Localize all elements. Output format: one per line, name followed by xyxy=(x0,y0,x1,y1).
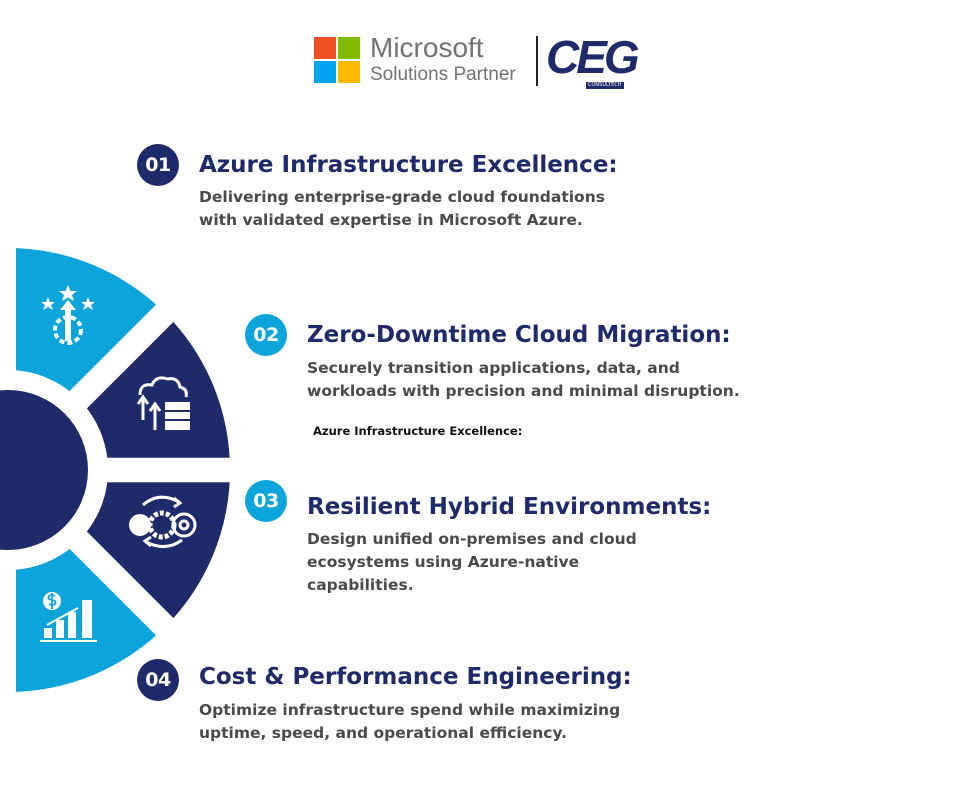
description-line: Securely transition applications, data, … xyxy=(307,359,680,377)
step-04-badge: 04 xyxy=(137,659,179,701)
step-02-title: Zero-Downtime Cloud Migration: xyxy=(307,322,731,348)
step-01-badge: 01 xyxy=(137,144,179,186)
description-line: ecosystems using Azure-native xyxy=(307,553,580,571)
step-04-title: Cost & Performance Engineering: xyxy=(199,664,632,690)
microsoft-squares-icon xyxy=(314,37,360,83)
step-01-description: Delivering enterprise-grade cloud founda… xyxy=(199,186,605,232)
ceg-tagline: CONSULTECH xyxy=(586,82,624,89)
wheel-segment-2 xyxy=(78,313,230,470)
description-line: workloads with precision and minimal dis… xyxy=(307,382,740,400)
description-line: Optimize infrastructure spend while maxi… xyxy=(199,701,621,719)
wheel-segment-1 xyxy=(8,248,165,400)
step-03-description: Design unified on-premises and cloud eco… xyxy=(307,528,637,597)
description-line: Delivering enterprise-grade cloud founda… xyxy=(199,188,605,206)
description-line: with validated expertise in Microsoft Az… xyxy=(199,211,583,229)
description-line: capabilities. xyxy=(307,576,414,594)
cost-growth-chart-icon xyxy=(40,592,97,642)
solutions-partner-text: Solutions Partner xyxy=(370,64,516,85)
description-line: uptime, speed, and operational efficienc… xyxy=(199,724,568,742)
wheel-segment-3 xyxy=(78,470,231,627)
logo-divider xyxy=(536,36,538,86)
description-line: Design unified on-premises and cloud xyxy=(307,530,637,548)
stars-gear-arrow-icon xyxy=(41,285,95,345)
step-04-description: Optimize infrastructure spend while maxi… xyxy=(199,699,620,745)
step-03-badge: 03 xyxy=(245,480,287,522)
step-01-title: Azure Infrastructure Excellence: xyxy=(199,152,618,178)
center-circle xyxy=(0,390,88,550)
segmented-wheel xyxy=(0,240,240,700)
microsoft-partner-logo: Microsoft Solutions Partner xyxy=(314,32,534,87)
cloud-server-migration-icon xyxy=(136,376,190,430)
stray-label: Azure Infrastructure Excellence: xyxy=(313,424,523,438)
microsoft-wordmark: Microsoft xyxy=(370,32,484,63)
ceg-letters: CEG xyxy=(546,31,640,83)
ceg-logo: CEG CONSULTECH xyxy=(546,34,668,92)
hybrid-gears-cycle-icon xyxy=(129,495,197,548)
step-03-title: Resilient Hybrid Environments: xyxy=(307,494,712,520)
step-02-description: Securely transition applications, data, … xyxy=(307,357,740,403)
step-02-badge: 02 xyxy=(245,314,287,356)
